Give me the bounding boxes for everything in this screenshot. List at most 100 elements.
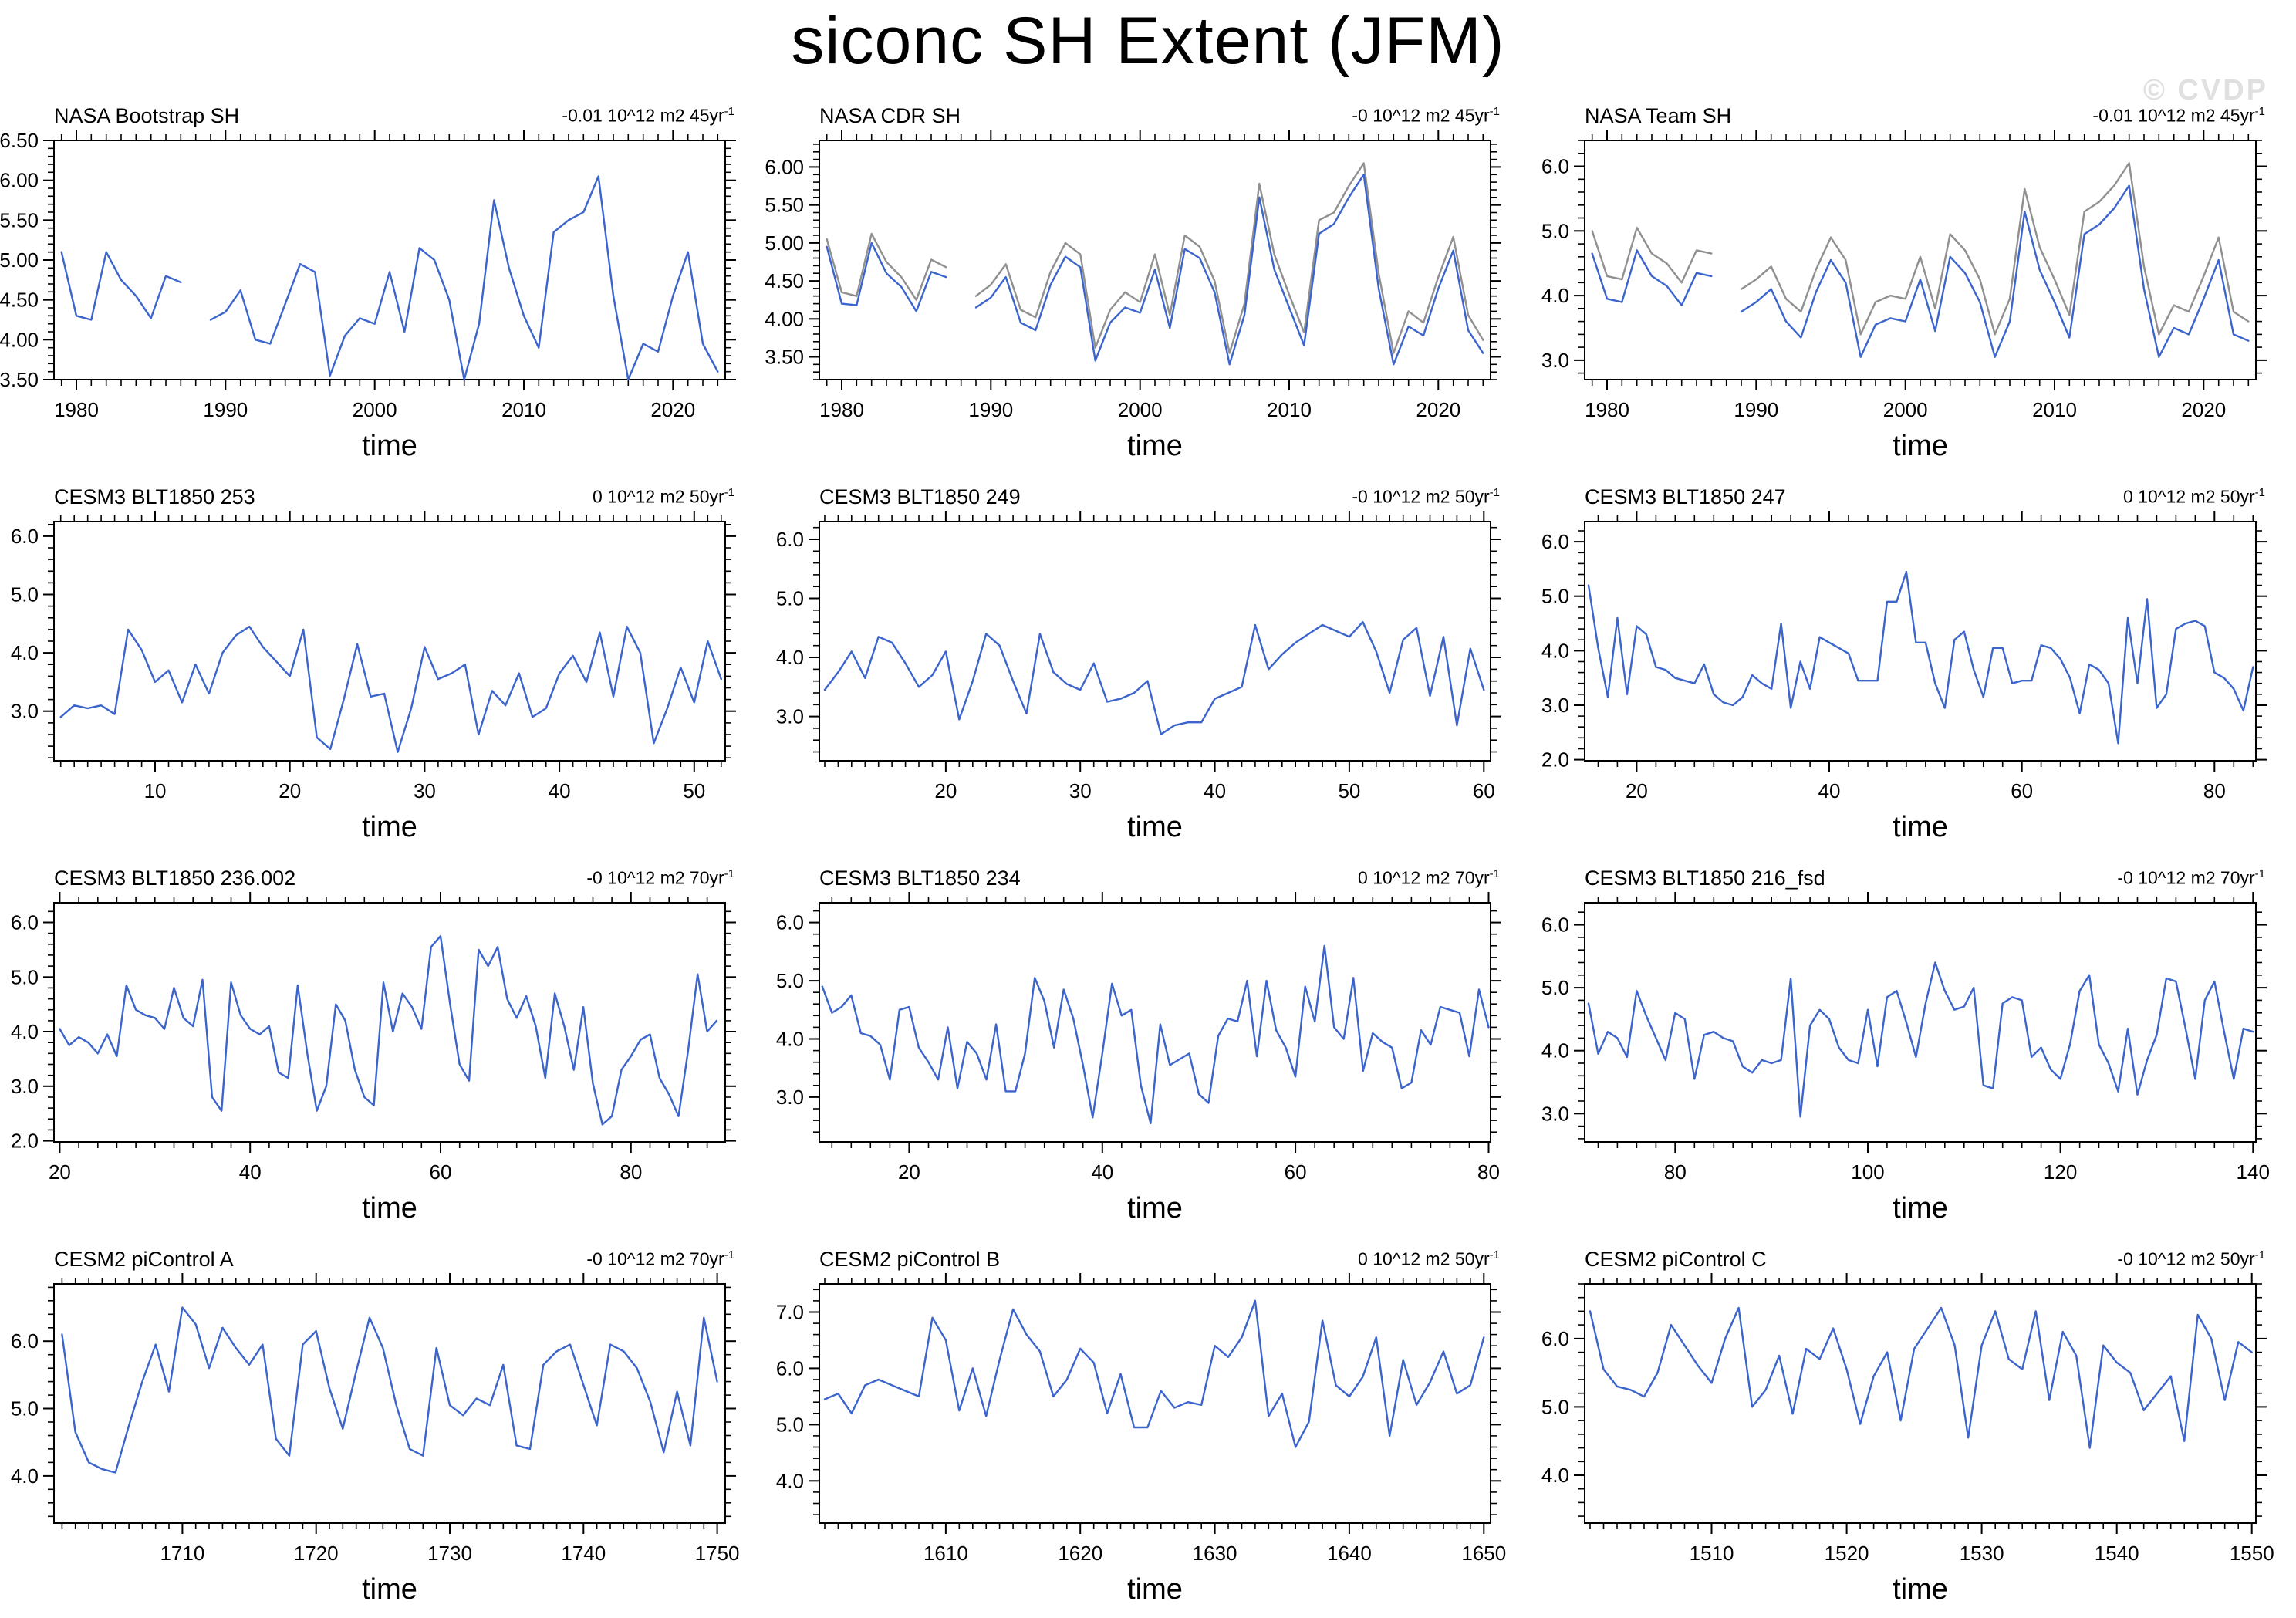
y-tick-label: 6.0 [776, 911, 804, 934]
y-tick-label: 5.0 [1541, 976, 1569, 999]
series-line-bootstrap-blue [60, 251, 182, 321]
x-tick-label: 1640 [1327, 1542, 1372, 1565]
x-tick-label: 1980 [1585, 398, 1629, 421]
y-tick-label: 7.0 [776, 1300, 804, 1323]
trend-value: -0 10^12 m2 70yr [2117, 868, 2255, 888]
series-line-cdr-blue [826, 242, 947, 312]
x-axis-title: time [362, 1192, 417, 1224]
x-tick-label: 50 [1338, 779, 1360, 802]
panel-title: CESM3 BLT1850 247 [1585, 485, 1786, 508]
y-tick-label: 3.0 [1541, 694, 1569, 717]
x-tick-label: 30 [1069, 779, 1092, 802]
trend-annotation: -0 10^12 m2 50yr-1 [2117, 1248, 2265, 1270]
y-tick-label: 5.00 [0, 248, 39, 272]
plot-frame [819, 1283, 1491, 1524]
x-tick-label: 1550 [2230, 1542, 2274, 1565]
x-tick-label: 140 [2237, 1160, 2270, 1184]
plot-frame [53, 902, 726, 1143]
y-tick-label: 4.0 [776, 1027, 804, 1050]
x-tick-label: 80 [620, 1160, 642, 1184]
x-tick-label: 1650 [1461, 1542, 1506, 1565]
panel-title: NASA Team SH [1585, 104, 1732, 127]
chart-panel: NASA Bootstrap SH -0.01 10^12 m2 45yr-1 … [0, 91, 765, 472]
x-axis-title: time [1127, 811, 1183, 843]
x-axis-title: time [1893, 430, 1948, 462]
panel-title: CESM3 BLT1850 234 [819, 866, 1021, 890]
x-tick-label: 1710 [160, 1542, 204, 1565]
line-chart: 6.0 5.0 4.0 3.0 2.0 20 40 60 80 time [1541, 511, 2267, 843]
x-tick-label: 120 [2044, 1160, 2077, 1184]
y-tick-label: 4.0 [11, 641, 39, 664]
x-tick-label: 1610 [923, 1542, 968, 1565]
x-tick-label: 1540 [2095, 1542, 2139, 1565]
y-tick-label: 6.0 [1541, 1327, 1569, 1350]
series-line-team-gray [1740, 162, 2250, 336]
x-tick-label: 60 [2011, 779, 2033, 802]
y-tick-label: 3.0 [776, 1086, 804, 1109]
chart-panel: CESM3 BLT1850 216_fsd -0 10^12 m2 70yr-1… [1531, 853, 2296, 1235]
line-chart: 6.0 5.0 4.0 3.0 80 100 120 140 time [1541, 892, 2270, 1224]
y-tick-label: 4.0 [1541, 1039, 1569, 1062]
panel-title: NASA CDR SH [819, 104, 961, 127]
trend-exponent: -1 [724, 867, 734, 881]
series-line-team-blue [1740, 184, 2250, 358]
y-tick-label: 3.0 [1541, 1102, 1569, 1125]
x-tick-label: 1530 [1960, 1542, 2004, 1565]
trend-annotation: -0 10^12 m2 50yr-1 [1352, 486, 1500, 508]
x-tick-label: 1990 [1734, 398, 1778, 421]
line-chart: 6.00 5.50 5.00 4.50 4.00 3.50 1980 1990 2000 2010… [765, 130, 1501, 462]
panel-header: CESM2 piControl B 0 10^12 m2 50yr-1 [765, 1244, 1531, 1272]
line-chart: 6.0 5.0 4.0 3.0 20 40 60 80 time [776, 892, 1501, 1224]
x-tick-label: 2010 [2032, 398, 2077, 421]
panel-header: CESM3 BLT1850 234 0 10^12 m2 70yr-1 [765, 863, 1531, 890]
x-tick-label: 20 [934, 779, 957, 802]
x-tick-label: 1510 [1690, 1542, 1734, 1565]
chart-panel: CESM3 BLT1850 253 0 10^12 m2 50yr-1 6.0 5… [0, 472, 765, 853]
x-tick-label: 1990 [203, 398, 248, 421]
trend-annotation: -0 10^12 m2 45yr-1 [1352, 105, 1500, 127]
x-tick-label: 100 [1851, 1160, 1884, 1184]
trend-value: 0 10^12 m2 50yr [593, 487, 724, 507]
trend-annotation: 0 10^12 m2 50yr-1 [1358, 1248, 1500, 1270]
y-tick-label: 4.0 [1541, 284, 1569, 307]
chart-panel: CESM3 BLT1850 249 -0 10^12 m2 50yr-1 6.0… [765, 472, 1531, 853]
line-chart: 6.0 5.0 4.0 3.0 2.0 20 40 60 80 time [11, 892, 736, 1224]
x-tick-label: 1720 [294, 1542, 339, 1565]
trend-annotation: -0 10^12 m2 70yr-1 [586, 1248, 734, 1270]
y-tick-label: 4.0 [11, 1464, 39, 1488]
panel-header: CESM3 BLT1850 249 -0 10^12 m2 50yr-1 [765, 481, 1531, 509]
chart-panel: CESM3 BLT1850 236.002 -0 10^12 m2 70yr-1… [0, 853, 765, 1235]
trend-exponent: -1 [2254, 867, 2265, 881]
x-tick-label: 2000 [1118, 398, 1163, 421]
x-tick-label: 1620 [1058, 1542, 1102, 1565]
plot-frame [53, 140, 726, 380]
panel-header: NASA Team SH -0.01 10^12 m2 45yr-1 [1531, 100, 2296, 128]
x-tick-label: 40 [1091, 1160, 1113, 1184]
plot-frame [53, 1283, 726, 1524]
trend-annotation: 0 10^12 m2 70yr-1 [1358, 867, 1500, 889]
x-tick-label: 1730 [427, 1542, 472, 1565]
x-tick-label: 2020 [650, 398, 695, 421]
y-tick-label: 6.0 [11, 1329, 39, 1353]
x-tick-label: 60 [1285, 1160, 1307, 1184]
x-tick-label: 2000 [353, 398, 397, 421]
plot-frame [1584, 902, 2257, 1143]
x-tick-label: 2010 [501, 398, 546, 421]
series-line-blt249-blue [823, 620, 1485, 735]
x-axis-title: time [362, 811, 417, 843]
y-tick-label: 5.00 [765, 231, 804, 255]
y-tick-label: 5.50 [765, 194, 804, 217]
x-tick-label: 20 [279, 779, 301, 802]
x-tick-label: 20 [898, 1160, 920, 1184]
panel-header: CESM3 BLT1850 236.002 -0 10^12 m2 70yr-1 [0, 863, 765, 890]
x-axis-title: time [1893, 811, 1948, 843]
line-chart: 6.0 5.0 4.0 1510 1520 1530 1540 1550 time [1541, 1273, 2274, 1606]
trend-value: -0 10^12 m2 50yr [2117, 1249, 2255, 1269]
line-chart: 6.50 6.00 5.50 5.00 4.50 4.00 3.50 1980 1990 2000… [0, 129, 736, 462]
x-tick-label: 2000 [1883, 398, 1928, 421]
panel-title: CESM3 BLT1850 249 [819, 485, 1021, 508]
y-tick-label: 6.00 [0, 169, 39, 192]
x-axis-title: time [1127, 1192, 1183, 1224]
page-title: siconc SH Extent (JFM) [791, 4, 1505, 78]
trend-exponent: -1 [1489, 867, 1500, 881]
